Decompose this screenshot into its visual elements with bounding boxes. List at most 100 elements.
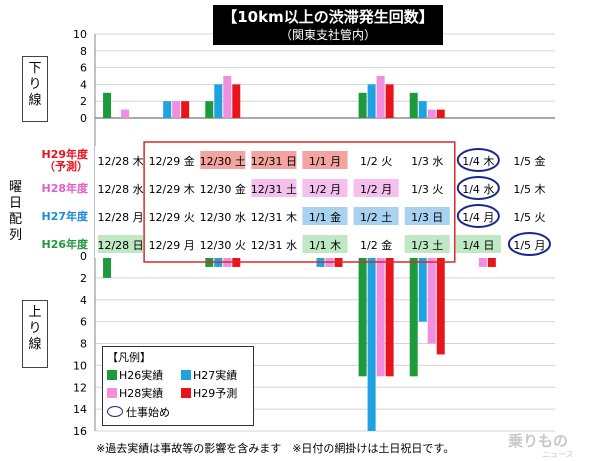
- legend-item-h28: H28実績: [107, 385, 163, 401]
- work-start-circle: [456, 176, 500, 200]
- upper-tick-label: 2: [80, 95, 87, 108]
- day-cell: 1/1 金: [309, 210, 341, 224]
- day-cell: 1/5 金: [513, 154, 545, 168]
- day-cell-shade: [98, 235, 144, 253]
- legend: 【凡例】 H26実績 H27実績 H28実績 H29予測 仕事始め: [102, 346, 254, 426]
- day-row-label: H27年度: [41, 209, 89, 223]
- day-row-label: H28年度: [41, 181, 89, 195]
- bar-down: [409, 92, 418, 118]
- up-line-label-box: 上り線: [22, 300, 48, 368]
- bar-down: [436, 109, 445, 118]
- day-cell: 1/2 金: [360, 238, 392, 252]
- day-cell: 1/3 火: [411, 183, 443, 196]
- day-cell: 12/30 土: [200, 155, 246, 168]
- legend-item-work-start: 仕事始め: [107, 404, 170, 420]
- day-cell-shade: [302, 207, 348, 225]
- day-cell-shade: [251, 151, 297, 169]
- upper-tick-label: 4: [80, 78, 87, 91]
- day-cell: 12/29 月: [149, 239, 195, 252]
- day-cell: 1/2 月: [309, 183, 341, 196]
- down-line-label: 下り線: [28, 61, 42, 108]
- day-cell: 1/4 月: [462, 211, 494, 224]
- legend-heading: 【凡例】: [107, 351, 151, 364]
- work-start-circle: [456, 204, 500, 228]
- bar-down: [214, 84, 223, 118]
- bar-down: [385, 84, 394, 118]
- day-cell: 1/4 日: [462, 239, 494, 252]
- day-cell: 1/2 土: [360, 211, 392, 224]
- day-cell: 1/5 木: [513, 183, 545, 196]
- day-cell-shade: [404, 207, 450, 225]
- day-cell-shade: [302, 179, 348, 197]
- lower-tick-label: 6: [80, 316, 87, 329]
- legend-circle-icon: [107, 406, 123, 417]
- day-cell: 12/28 木: [97, 155, 143, 168]
- day-cell: 12/29 金: [149, 154, 195, 168]
- legend-item-h27: H27実績: [181, 367, 237, 383]
- day-cell: 12/28 日: [97, 239, 143, 252]
- upper-tick-label: 8: [80, 45, 87, 58]
- day-cell: 12/28 水: [97, 183, 143, 196]
- bar-up: [358, 256, 367, 377]
- upper-tick-label: 10: [73, 28, 87, 41]
- bar-up: [103, 256, 112, 278]
- day-cell: 12/31 木: [251, 211, 297, 224]
- weekday-axis-label: 曜日配列: [9, 180, 23, 243]
- bar-down: [232, 84, 241, 118]
- day-cell: 12/30 水: [200, 211, 246, 224]
- day-cell: 12/31 日: [251, 155, 297, 168]
- day-cell: 12/31 土: [251, 183, 297, 196]
- day-cell: 12/29 木: [149, 183, 195, 196]
- day-cell: 12/30 金: [200, 182, 246, 196]
- bar-up: [487, 256, 496, 267]
- bar-up: [418, 256, 427, 322]
- day-cell: 1/3 土: [411, 239, 443, 252]
- day-cell: 1/5 火: [513, 211, 545, 224]
- bar-down: [103, 92, 112, 118]
- lower-tick-label: 4: [80, 294, 87, 307]
- upper-tick-label: 6: [80, 62, 87, 75]
- day-cell-shade: [200, 151, 246, 169]
- legend-swatch-h28: [107, 388, 117, 398]
- bar-down: [418, 101, 427, 118]
- lower-tick-label: 8: [80, 338, 87, 351]
- holiday-period-outline: [143, 141, 456, 263]
- day-cell: 1/1 木: [309, 239, 341, 252]
- day-cell: 1/1 月: [309, 155, 341, 168]
- day-cell: 12/29 火: [149, 211, 195, 224]
- day-cell: 1/5 月: [513, 239, 545, 252]
- bar-up: [427, 256, 436, 344]
- bar-down: [163, 101, 172, 118]
- bar-up: [376, 256, 385, 377]
- bar-down: [223, 76, 232, 118]
- footnote: ※過去実績は事故等の影響を含みます ※日付の網掛けは土日祝日です。: [96, 442, 455, 455]
- day-cell-shade: [455, 235, 501, 253]
- chart-title: 【10km以上の渋滞発生回数】 （関東支社管内）: [213, 5, 443, 45]
- day-cell: 1/4 水: [462, 183, 494, 196]
- day-cell-shade: [302, 235, 348, 253]
- chart-title-line1: 【10km以上の渋滞発生回数】: [222, 8, 434, 26]
- day-cell: 12/30 火: [200, 239, 246, 252]
- day-row-label: H29年度: [41, 147, 89, 161]
- bar-up: [409, 256, 418, 377]
- day-cell-shade: [302, 151, 348, 169]
- bar-down: [367, 84, 376, 118]
- day-cell: 1/2 月: [360, 183, 392, 196]
- lower-tick-label: 16: [73, 425, 87, 438]
- chart-title-line2: （関東支社管内）: [279, 28, 376, 42]
- bar-up: [367, 256, 376, 431]
- bar-down: [181, 101, 190, 118]
- day-cell-shade: [404, 235, 450, 253]
- day-cell-shade: [353, 207, 399, 225]
- day-cell: 12/31 水: [251, 239, 297, 252]
- bar-up: [478, 256, 487, 267]
- bar-down: [376, 76, 385, 118]
- lower-tick-label: 10: [73, 359, 87, 372]
- day-cell: 1/3 水: [411, 155, 443, 168]
- down-line-label-box: 下り線: [22, 56, 48, 122]
- day-cell: 1/3 日: [411, 211, 443, 224]
- day-cell-shade: [251, 179, 297, 197]
- legend-swatch-h27: [181, 370, 191, 380]
- brand-logo-sub: ニュース: [542, 450, 574, 459]
